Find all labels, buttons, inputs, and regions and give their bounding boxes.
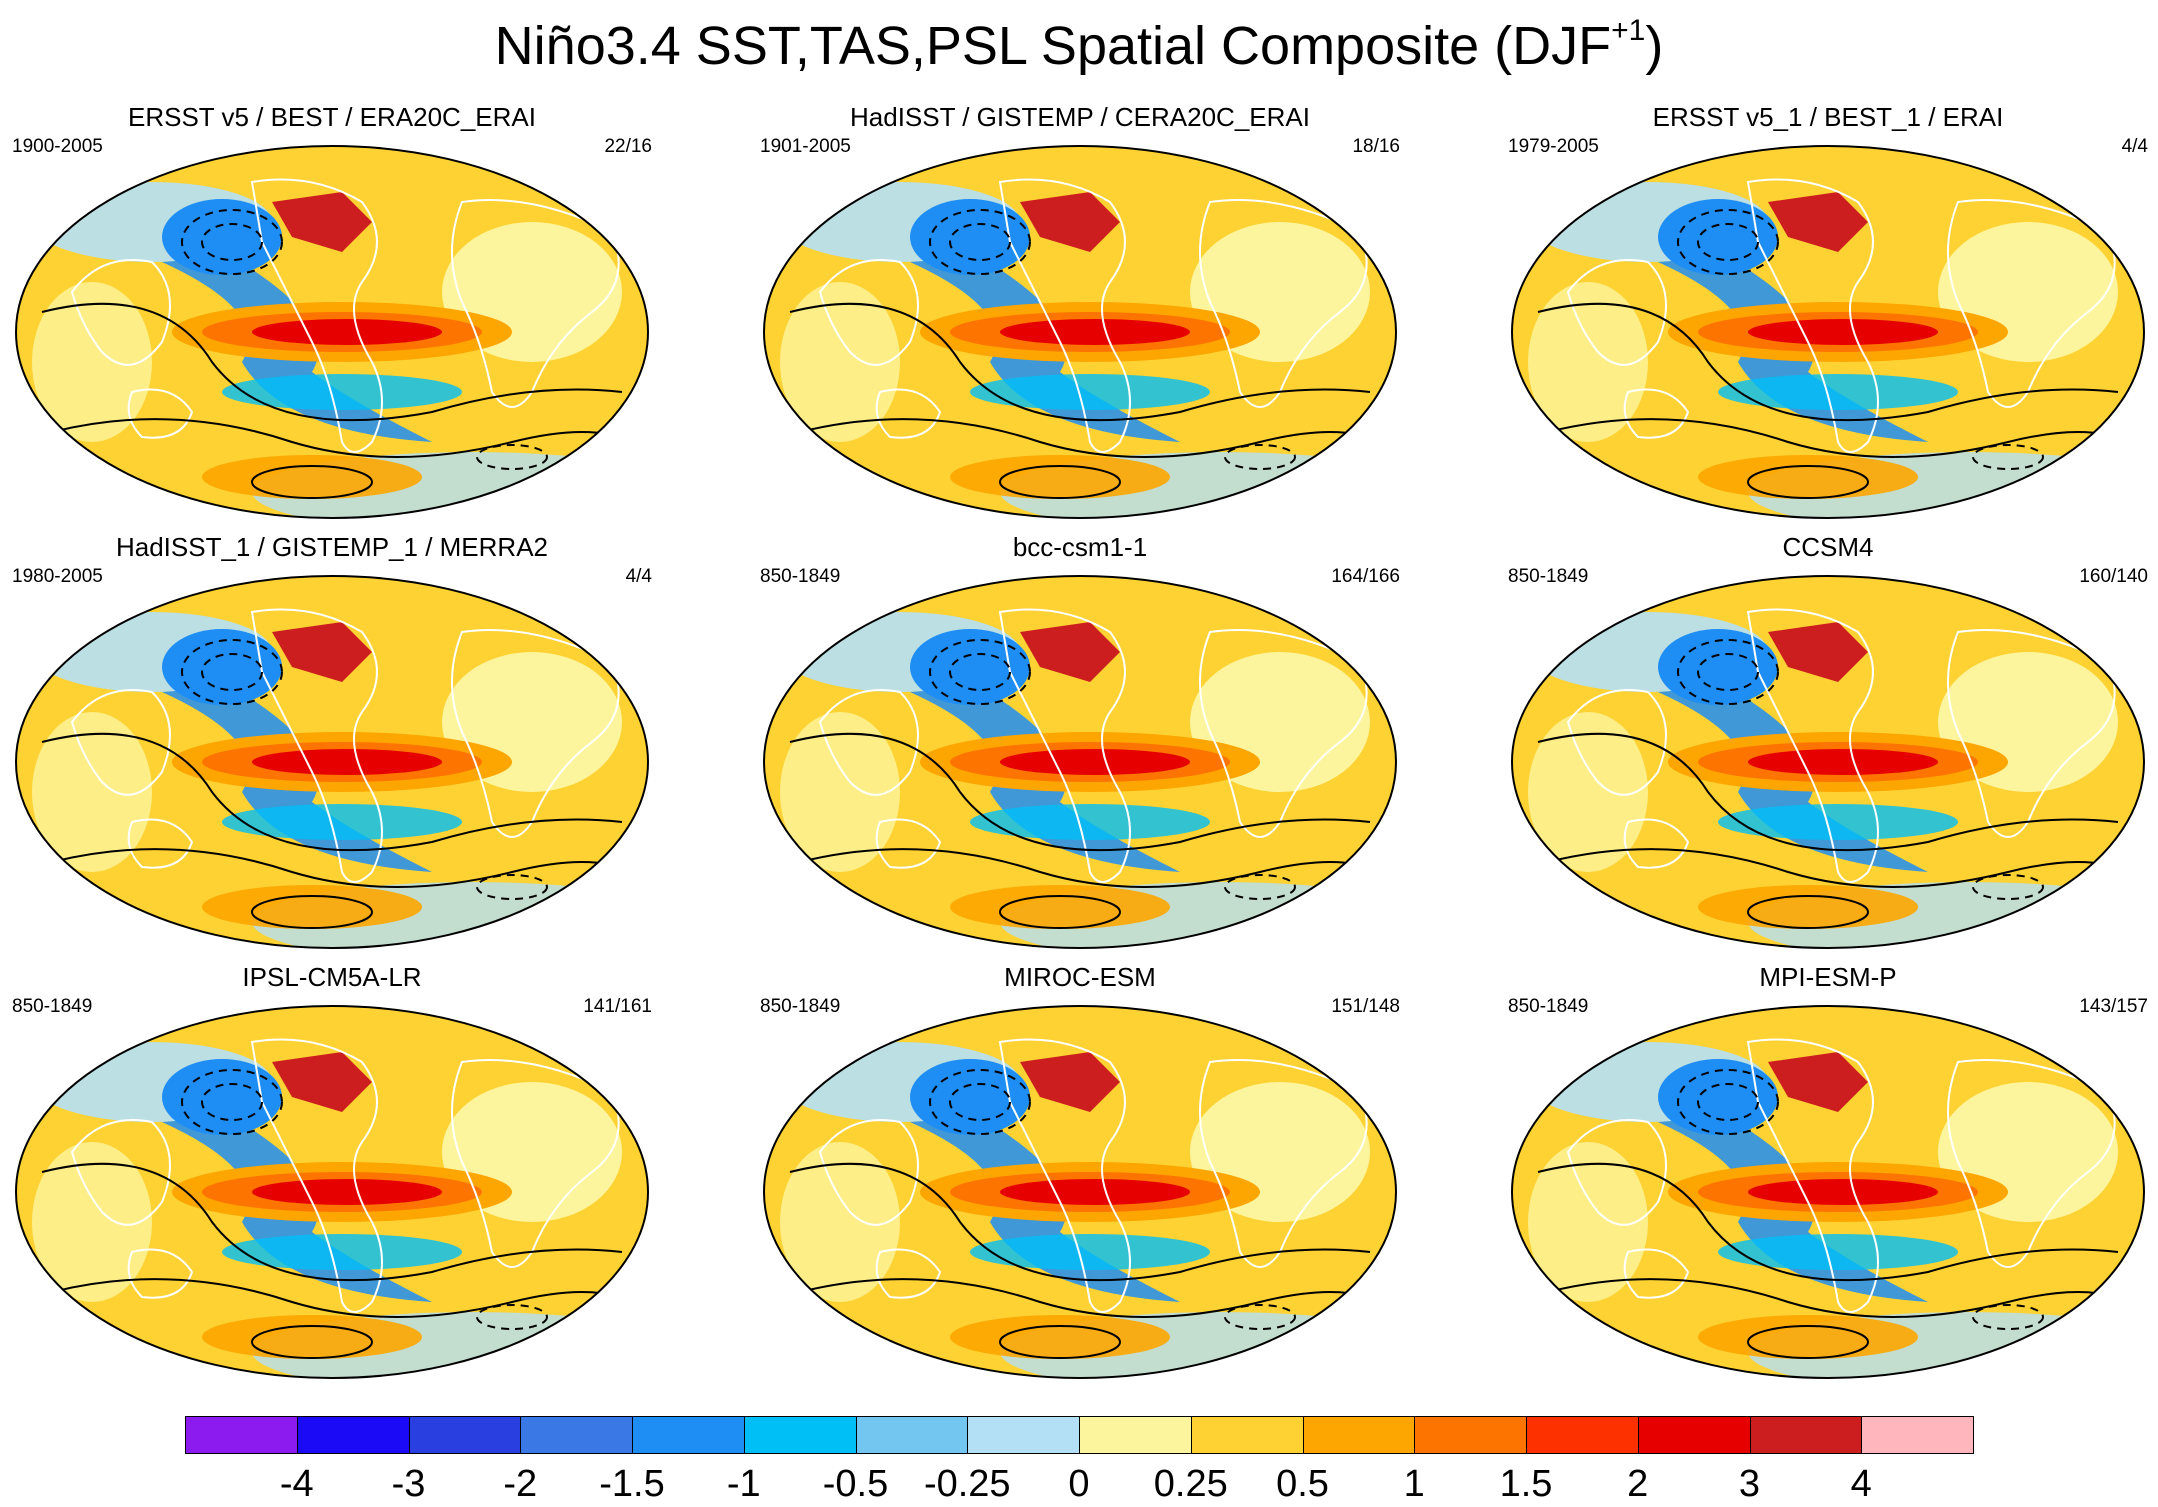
colorbar-swatch — [1526, 1416, 1639, 1454]
colorbar-swatch — [1414, 1416, 1527, 1454]
colorbar-swatch — [1861, 1416, 1974, 1454]
colorbar-tick-label: -2 — [503, 1463, 538, 1505]
colorbar-tick-label: -0.25 — [923, 1463, 1011, 1505]
map-panel: HadISST_1 / GISTEMP_1 / MERRA2 1980-2005 4… — [12, 532, 652, 952]
colorbar-tick-label: 3 — [1738, 1463, 1761, 1505]
panel-period: 850-1849 — [12, 996, 93, 1017]
map-panel: CCSM4 850-1849 160/140 — [1508, 532, 2148, 952]
colorbar-tick-label: 2 — [1627, 1463, 1649, 1505]
colorbar-tick-label: 0.25 — [1153, 1463, 1228, 1505]
colorbar-tick-label: -1 — [726, 1463, 761, 1505]
colorbar-tick-label: -0.5 — [822, 1463, 889, 1505]
robinson-map — [1511, 1005, 2145, 1379]
colorbar-swatch — [520, 1416, 633, 1454]
colorbar-tick-label: -4 — [279, 1463, 314, 1505]
panel-period: 850-1849 — [760, 566, 841, 587]
panel-count: 4/4 — [2121, 136, 2148, 157]
panel-count: 160/140 — [2079, 566, 2148, 587]
panel-title: ERSST v5 / BEST / ERA20C_ERAI — [128, 102, 536, 132]
robinson-map — [15, 145, 649, 519]
colorbar-swatch — [1079, 1416, 1192, 1454]
panel-title: HadISST_1 / GISTEMP_1 / MERRA2 — [115, 532, 549, 562]
robinson-map — [1511, 575, 2145, 949]
map-panel: MPI-ESM-P 850-1849 143/157 — [1508, 962, 2148, 1382]
panel-count: 141/161 — [583, 996, 652, 1017]
colorbar-swatch — [408, 1416, 522, 1454]
map-panel: HadISST / GISTEMP / CERA20C_ERAI 1901-200… — [760, 102, 1400, 522]
colorbar-tick-label: 0.5 — [1276, 1463, 1329, 1505]
colorbar-swatch — [185, 1416, 298, 1454]
panel-period: 850-1849 — [1508, 996, 1589, 1017]
panel-count: 4/4 — [625, 566, 652, 587]
panel-title: ERSST v5_1 / BEST_1 / ERAI — [1652, 102, 2004, 132]
panel-title: MIROC-ESM — [1004, 962, 1156, 992]
map-panel: bcc-csm1-1 850-1849 164/166 — [760, 532, 1400, 952]
colorbar-tick-label: -1.5 — [599, 1463, 665, 1505]
panel-period: 1900-2005 — [12, 136, 103, 157]
colorbar-tick-label: -3 — [391, 1463, 426, 1505]
colorbar-tick-label: 1.5 — [1499, 1463, 1553, 1505]
panel-title: bcc-csm1-1 — [1012, 532, 1148, 562]
panel-period: 1980-2005 — [12, 566, 103, 587]
map-panel: MIROC-ESM 850-1849 151/148 — [760, 962, 1400, 1382]
robinson-map — [15, 575, 649, 949]
colorbar-swatch — [855, 1416, 969, 1454]
colorbar-swatch — [1637, 1416, 1751, 1454]
panel-count: 151/148 — [1331, 996, 1400, 1017]
panel-count: 143/157 — [2079, 996, 2148, 1017]
colorbar-swatch — [743, 1416, 857, 1454]
robinson-map — [763, 1005, 1397, 1379]
colorbar — [185, 1416, 1974, 1456]
colorbar-swatch — [296, 1416, 410, 1454]
colorbar-swatch — [967, 1416, 1080, 1454]
robinson-map — [763, 145, 1397, 519]
colorbar-tick-label: 4 — [1850, 1463, 1872, 1505]
robinson-map — [15, 1005, 649, 1379]
map-panel: ERSST v5_1 / BEST_1 / ERAI 1979-2005 4/4 — [1508, 102, 2148, 522]
figure-title-text: Niño3.4 SST,TAS,PSL Spatial Composite (D… — [494, 16, 1612, 76]
panel-title: MPI-ESM-P — [1759, 962, 1897, 992]
colorbar-tick-label: 1 — [1403, 1463, 1425, 1505]
figure-title-superscript: +1 — [1611, 14, 1646, 47]
map-panel: ERSST v5 / BEST / ERA20C_ERAI 1900-2005 22… — [12, 102, 652, 522]
figure-title-close: ) — [1645, 16, 1664, 76]
figure-title: Niño3.4 SST,TAS,PSL Spatial Composite (D… — [0, 14, 2158, 78]
panel-period: 850-1849 — [1508, 566, 1589, 587]
panel-title: HadISST / GISTEMP / CERA20C_ERAI — [850, 102, 1310, 132]
colorbar-tick-label: 0 — [1068, 1463, 1090, 1505]
panel-title: CCSM4 — [1782, 532, 1874, 562]
panel-title: IPSL-CM5A-LR — [242, 962, 422, 992]
colorbar-swatch — [632, 1416, 745, 1454]
panel-period: 1901-2005 — [760, 136, 851, 157]
panel-period: 1979-2005 — [1508, 136, 1599, 157]
robinson-map — [1511, 145, 2145, 519]
colorbar-swatch — [1190, 1416, 1304, 1454]
panel-period: 850-1849 — [760, 996, 841, 1017]
robinson-map — [763, 575, 1397, 949]
colorbar-swatch — [1749, 1416, 1863, 1454]
panel-count: 164/166 — [1331, 566, 1400, 587]
map-panel: IPSL-CM5A-LR 850-1849 141/161 — [12, 962, 652, 1382]
colorbar-swatch — [1302, 1416, 1416, 1454]
panel-count: 18/16 — [1352, 136, 1400, 157]
panel-count: 22/16 — [604, 136, 652, 157]
